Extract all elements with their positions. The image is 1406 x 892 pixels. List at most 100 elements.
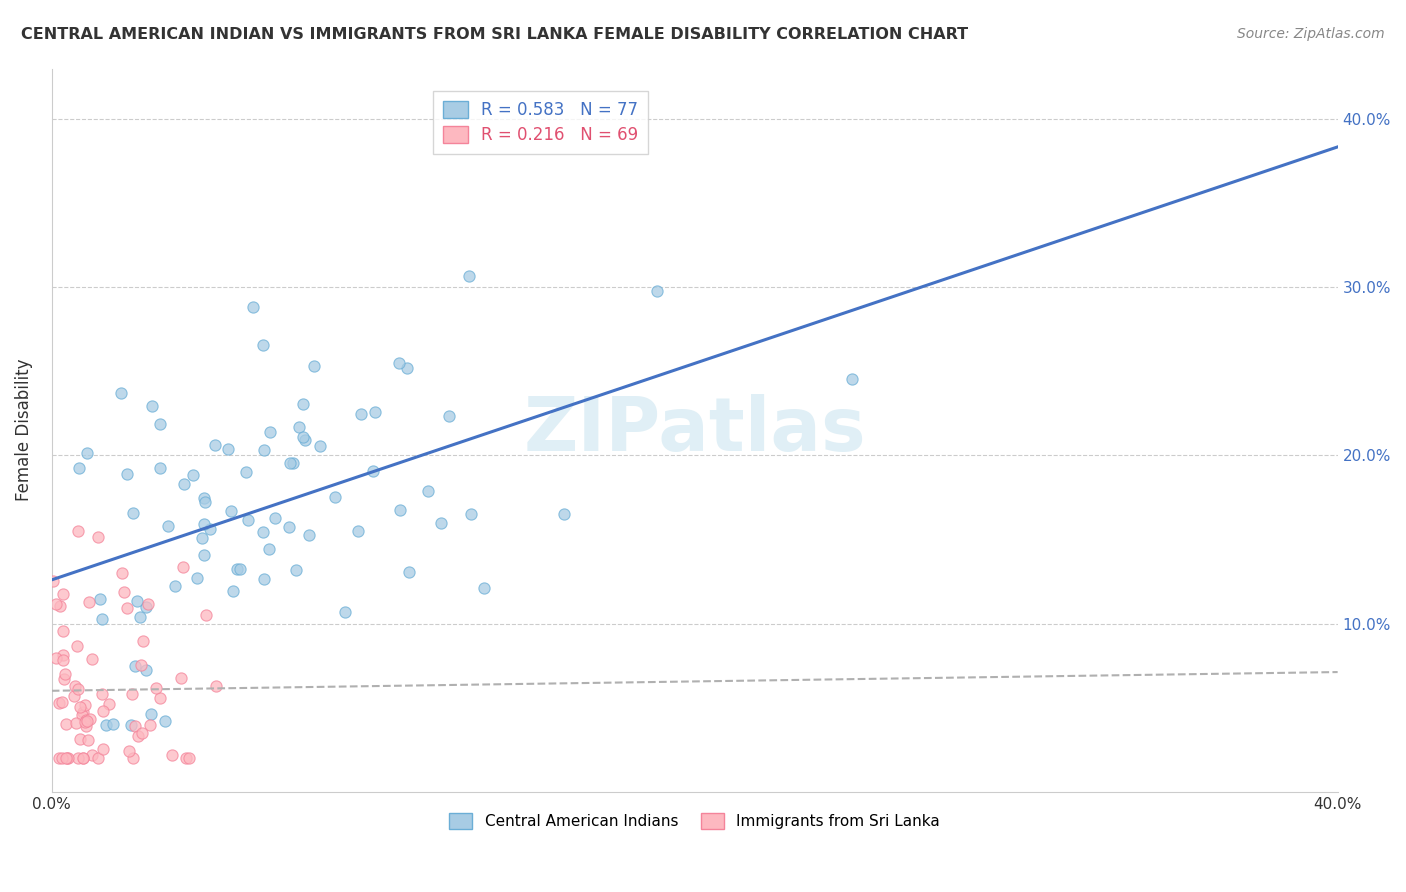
Point [125, 594, 148, 608]
Point [131, 726, 153, 740]
Point [204, 438, 226, 452]
Point [458, 268, 481, 283]
Point [75, 714, 97, 729]
Point [236, 513, 259, 527]
Point [389, 503, 412, 517]
Point [121, 687, 143, 701]
Point [128, 609, 150, 624]
Point [69, 699, 91, 714]
Point [55, 716, 77, 731]
Point [193, 517, 215, 532]
Point [179, 751, 201, 765]
Point [157, 518, 180, 533]
Point [280, 456, 302, 470]
Point [65, 679, 87, 693]
Point [205, 679, 228, 693]
Point [298, 528, 321, 542]
Point [82, 747, 104, 762]
Text: ZIPatlas: ZIPatlas [523, 393, 866, 467]
Point [173, 477, 195, 491]
Point [235, 465, 257, 479]
Point [346, 524, 368, 539]
Point [67, 682, 90, 697]
Point [129, 657, 152, 672]
Point [191, 532, 214, 546]
Legend: Central American Indians, Immigrants from Sri Lanka: Central American Indians, Immigrants fro… [443, 806, 946, 835]
Point [45, 651, 67, 665]
Point [277, 520, 299, 534]
Point [75, 719, 97, 733]
Point [430, 516, 453, 531]
Point [281, 457, 304, 471]
Point [264, 510, 287, 524]
Point [72, 751, 94, 765]
Point [193, 491, 215, 506]
Point [52, 587, 75, 601]
Point [170, 671, 193, 685]
Point [294, 433, 316, 447]
Point [72, 751, 94, 765]
Point [398, 566, 420, 580]
Point [221, 503, 243, 517]
Point [292, 430, 315, 444]
Point [55, 751, 77, 765]
Point [181, 468, 204, 483]
Point [288, 419, 311, 434]
Point [52, 672, 75, 686]
Point [79, 712, 101, 726]
Point [325, 491, 347, 505]
Point [194, 607, 217, 622]
Point [252, 338, 274, 352]
Point [253, 443, 276, 458]
Point [75, 698, 97, 713]
Point [841, 372, 863, 386]
Point [186, 571, 208, 585]
Point [149, 417, 172, 432]
Point [153, 714, 176, 729]
Point [193, 548, 215, 562]
Point [460, 507, 482, 521]
Point [200, 522, 222, 536]
Point [76, 446, 98, 460]
Point [58, 751, 80, 765]
Point [121, 506, 143, 520]
Point [75, 713, 97, 727]
Point [302, 359, 325, 373]
Point [124, 658, 146, 673]
Point [111, 566, 134, 580]
Point [87, 751, 110, 765]
Point [388, 356, 411, 370]
Point [472, 581, 495, 595]
Point [418, 483, 440, 498]
Point [87, 531, 110, 545]
Point [112, 584, 135, 599]
Point [553, 507, 575, 521]
Point [55, 751, 77, 765]
Point [141, 707, 163, 722]
Point [63, 690, 86, 704]
Point [118, 744, 141, 758]
Point [120, 717, 142, 731]
Point [226, 561, 249, 575]
Point [53, 666, 76, 681]
Point [252, 524, 274, 539]
Point [101, 717, 124, 731]
Point [259, 425, 281, 439]
Point [48, 751, 70, 765]
Point [284, 563, 307, 577]
Point [49, 599, 72, 613]
Point [89, 592, 111, 607]
Point [160, 747, 183, 762]
Point [82, 651, 104, 665]
Point [124, 719, 146, 733]
Point [91, 687, 114, 701]
Point [48, 696, 70, 710]
Point [145, 681, 167, 695]
Point [194, 495, 217, 509]
Point [72, 707, 94, 722]
Point [222, 584, 245, 599]
Point [139, 718, 162, 732]
Point [242, 300, 264, 314]
Point [65, 716, 87, 731]
Point [291, 397, 314, 411]
